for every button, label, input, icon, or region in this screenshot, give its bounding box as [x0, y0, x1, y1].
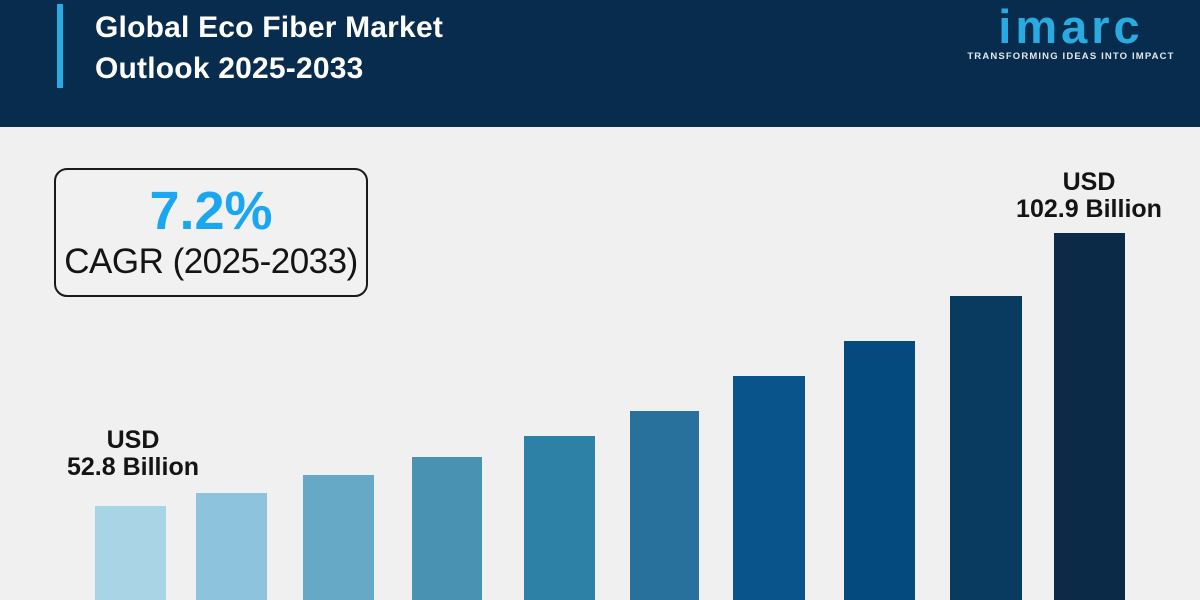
page-title-line1: Global Eco Fiber Market	[95, 11, 444, 44]
last-bar-label-currency: USD	[1062, 168, 1116, 196]
cagr-label: CAGR (2025-2033)	[64, 242, 358, 281]
cagr-value: 7.2%	[149, 181, 273, 241]
bar	[733, 376, 805, 600]
first-bar-label-amount: 52.8 Billion	[67, 453, 199, 481]
imarc-logo: imarc TRANSFORMING IDEAS INTO IMPACT	[965, 0, 1177, 62]
bar	[196, 493, 267, 600]
bar	[630, 411, 699, 600]
bar	[303, 475, 374, 600]
bar	[950, 296, 1022, 600]
last-bar-label-amount: 102.9 Billion	[1016, 195, 1162, 223]
last-bar-value-label: USD 102.9 Billion	[989, 169, 1189, 223]
title-accent-bar	[57, 4, 63, 88]
imarc-wordmark: imarc	[998, 0, 1144, 53]
imarc-tagline: TRANSFORMING IDEAS INTO IMPACT	[967, 51, 1175, 62]
bar	[524, 436, 595, 600]
first-bar-label-currency: USD	[106, 426, 160, 454]
bar	[95, 506, 166, 600]
bar	[1054, 233, 1125, 600]
bar	[412, 457, 482, 600]
page-title-line2: Outlook 2025-2033	[95, 52, 364, 85]
first-bar-value-label: USD 52.8 Billion	[33, 427, 233, 481]
cagr-box: 7.2% CAGR (2025-2033)	[54, 168, 368, 297]
bar	[844, 341, 915, 600]
page-title: Global Eco Fiber Market Outlook 2025-2033	[95, 7, 443, 89]
header: Global Eco Fiber Market Outlook 2025-2033…	[0, 0, 1200, 127]
